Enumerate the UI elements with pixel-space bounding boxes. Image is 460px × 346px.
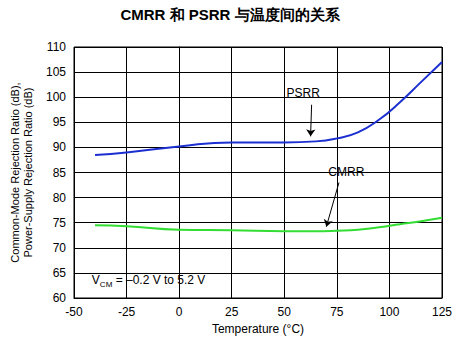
svg-text:60: 60 <box>53 291 67 305</box>
svg-text:CMRR 和 PSRR 与温度间的关系: CMRR 和 PSRR 与温度间的关系 <box>120 6 340 23</box>
svg-text:0: 0 <box>176 305 183 319</box>
svg-text:Common-Mode Rejection Ratio (d: Common-Mode Rejection Ratio (dB), <box>9 82 21 262</box>
svg-text:100: 100 <box>379 305 399 319</box>
svg-text:= –0.2 V to 5.2 V: = –0.2 V to 5.2 V <box>112 273 205 287</box>
svg-text:-50: -50 <box>65 305 83 319</box>
svg-text:90: 90 <box>53 140 67 154</box>
svg-text:V: V <box>92 273 100 287</box>
svg-text:85: 85 <box>53 166 67 180</box>
svg-text:Temperature (°C): Temperature (°C) <box>212 322 304 336</box>
svg-text:95: 95 <box>53 115 67 129</box>
svg-text:25: 25 <box>225 305 239 319</box>
svg-text:125: 125 <box>432 305 452 319</box>
svg-text:80: 80 <box>53 191 67 205</box>
svg-text:-25: -25 <box>118 305 136 319</box>
svg-text:75: 75 <box>53 216 67 230</box>
svg-text:105: 105 <box>46 65 66 79</box>
svg-text:CMRR: CMRR <box>328 165 364 179</box>
svg-text:CM: CM <box>100 280 113 289</box>
svg-text:75: 75 <box>330 305 344 319</box>
svg-text:50: 50 <box>278 305 292 319</box>
svg-text:70: 70 <box>53 241 67 255</box>
svg-text:Power-Supply Rejection Ratio (: Power-Supply Rejection Ratio (dB) <box>22 88 34 258</box>
svg-text:65: 65 <box>53 266 67 280</box>
svg-text:PSRR: PSRR <box>287 86 321 100</box>
svg-text:110: 110 <box>47 40 66 54</box>
svg-text:100: 100 <box>46 90 66 104</box>
